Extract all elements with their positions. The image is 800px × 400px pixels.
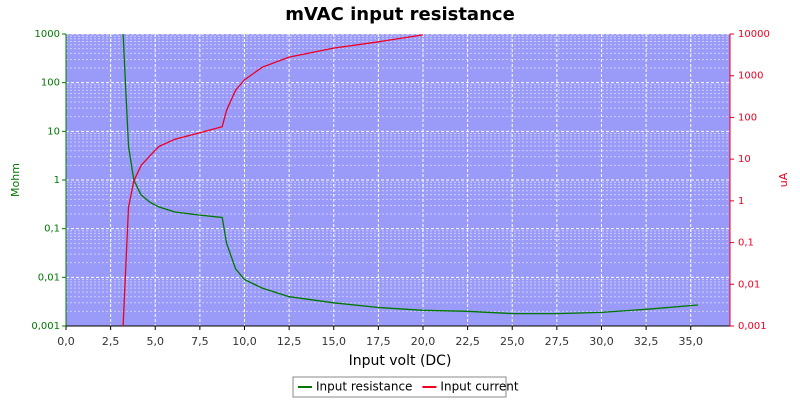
- x-tick-label: 22,5: [455, 335, 480, 348]
- x-tick-label: 7,5: [191, 335, 209, 348]
- x-tick-label: 30,0: [589, 335, 614, 348]
- x-tick-label: 32,5: [634, 335, 659, 348]
- y2-tick-label: 0,01: [738, 279, 760, 290]
- y2-tick-label: 1: [738, 196, 744, 207]
- y-tick-label: 0,01: [38, 272, 60, 283]
- series-line: [122, 34, 698, 315]
- y2-tick-label: 1000: [738, 71, 763, 82]
- y-axis-label: Mohm: [9, 163, 22, 197]
- x-tick-label: 17,5: [366, 335, 391, 348]
- x-tick-label: 20,0: [411, 335, 436, 348]
- x-tick-label: 0,0: [57, 335, 75, 348]
- y-tick-label: 0,001: [31, 321, 60, 332]
- legend-label: Input resistance: [316, 380, 412, 394]
- y2-tick-label: 0,001: [738, 321, 767, 332]
- y-tick-label: 0,1: [44, 224, 60, 235]
- x-tick-label: 10,0: [232, 335, 257, 348]
- y2-tick-label: 100: [738, 112, 757, 123]
- y-tick-label: 1000: [35, 29, 60, 40]
- lines: [122, 34, 698, 326]
- chart-title: mVAC input resistance: [285, 4, 515, 25]
- x-tick-label: 27,5: [545, 335, 570, 348]
- y2-axis-label: uA: [777, 172, 790, 187]
- x-tick-label: 15,0: [321, 335, 346, 348]
- x-tick-label: 12,5: [277, 335, 302, 348]
- legend: [292, 376, 507, 398]
- x-tick-label: 5,0: [146, 335, 164, 348]
- x-tick-label: 2,5: [102, 335, 120, 348]
- series-line: [122, 34, 424, 326]
- legend-label: Input current: [440, 380, 518, 394]
- y-tick-label: 10: [47, 126, 60, 137]
- x-tick-label: 35,0: [678, 335, 703, 348]
- x-axis-label: Input volt (DC): [349, 353, 452, 369]
- y2-tick-label: 10: [738, 154, 751, 165]
- y-tick-label: 1: [54, 175, 60, 186]
- y2-tick-label: 10000: [738, 29, 770, 40]
- x-tick-label: 25,0: [500, 335, 525, 348]
- y-tick-label: 100: [41, 78, 60, 89]
- y2-tick-label: 0,1: [738, 238, 754, 249]
